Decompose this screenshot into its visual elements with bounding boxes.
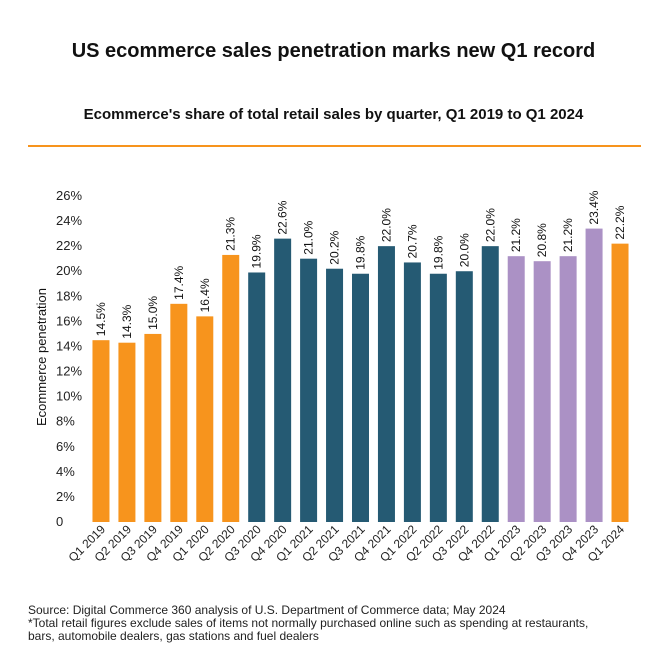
bar xyxy=(377,246,395,522)
data-label: 21.2% xyxy=(509,218,523,252)
bar xyxy=(352,273,369,522)
y-tick-label: 8% xyxy=(56,414,75,429)
bar xyxy=(455,271,473,522)
y-tick-label: 0 xyxy=(56,514,63,529)
y-tick-label: 24% xyxy=(56,213,82,228)
y-tick-label: 18% xyxy=(56,288,82,303)
data-label: 19.8% xyxy=(354,235,368,269)
bar xyxy=(611,243,629,522)
bar xyxy=(300,258,318,522)
bar xyxy=(559,256,577,522)
data-label: 21.2% xyxy=(561,218,575,252)
y-tick-label: 14% xyxy=(56,338,82,353)
bar xyxy=(585,228,603,522)
data-labels: 14.5% 14.3% 15.0% 17.4% 16.4% 21.3% 19.9% 22.6%… xyxy=(94,190,627,338)
data-label: 20.0% xyxy=(457,233,471,267)
bar xyxy=(170,303,188,522)
data-label: 20.8% xyxy=(535,223,549,257)
y-tick-label: 6% xyxy=(56,439,75,454)
data-label: 20.7% xyxy=(405,224,419,258)
bar xyxy=(144,333,162,522)
bar xyxy=(248,272,266,522)
bar xyxy=(196,316,214,522)
data-label: 14.3% xyxy=(120,304,134,338)
y-tick-label: 10% xyxy=(56,389,82,404)
y-tick-label: 16% xyxy=(56,313,82,328)
y-axis-label: Ecommerce penetration xyxy=(34,288,49,426)
y-tick-label: 12% xyxy=(56,364,82,379)
data-label: 17.4% xyxy=(172,265,186,299)
chart-subtitle: Ecommerce's share of total retail sales … xyxy=(83,106,584,123)
y-tick-label: 22% xyxy=(56,238,82,253)
data-label: 22.0% xyxy=(483,208,497,242)
data-label: 22.0% xyxy=(379,208,393,242)
data-label: 19.9% xyxy=(250,234,264,268)
data-label: 15.0% xyxy=(146,296,160,330)
bar xyxy=(429,273,447,522)
data-label: 16.4% xyxy=(198,278,212,312)
bar-chart: Ecommerce penetration 0 2% 4% 6% 8% 10% 12% 14%… xyxy=(34,188,629,565)
bars xyxy=(92,228,629,522)
data-label: 22.6% xyxy=(276,200,290,234)
y-tick-label: 20% xyxy=(56,263,82,278)
data-label: 23.4% xyxy=(587,190,601,224)
data-label: 19.8% xyxy=(431,235,445,269)
bar xyxy=(222,254,240,522)
footnote-line-2: bars, automobile dealers, gas stations a… xyxy=(28,629,319,643)
bar xyxy=(326,268,344,522)
data-label: 22.2% xyxy=(613,205,627,239)
bar xyxy=(92,340,110,522)
data-label: 21.0% xyxy=(302,220,316,254)
y-axis-ticks: 0 2% 4% 6% 8% 10% 12% 14% 16% 18% 20% 22% 24% 26% xyxy=(56,188,82,529)
footnote-line-1: *Total retail figures exclude sales of i… xyxy=(28,616,589,630)
bar xyxy=(533,261,551,522)
y-tick-label: 2% xyxy=(56,489,75,504)
title-divider xyxy=(28,145,641,147)
chart-title: US ecommerce sales penetration marks new… xyxy=(71,40,596,62)
bar xyxy=(481,246,499,522)
bar xyxy=(403,262,421,522)
chart-footer: Source: Digital Commerce 360 analysis of… xyxy=(28,604,648,643)
bar xyxy=(507,256,525,522)
bar xyxy=(274,238,292,522)
data-label: 14.5% xyxy=(94,302,108,336)
bar xyxy=(118,342,136,522)
y-tick-label: 4% xyxy=(56,464,75,479)
source-note: Source: Digital Commerce 360 analysis of… xyxy=(28,603,506,617)
data-label: 20.2% xyxy=(328,230,342,264)
data-label: 21.3% xyxy=(224,217,238,251)
y-tick-label: 26% xyxy=(56,188,82,203)
